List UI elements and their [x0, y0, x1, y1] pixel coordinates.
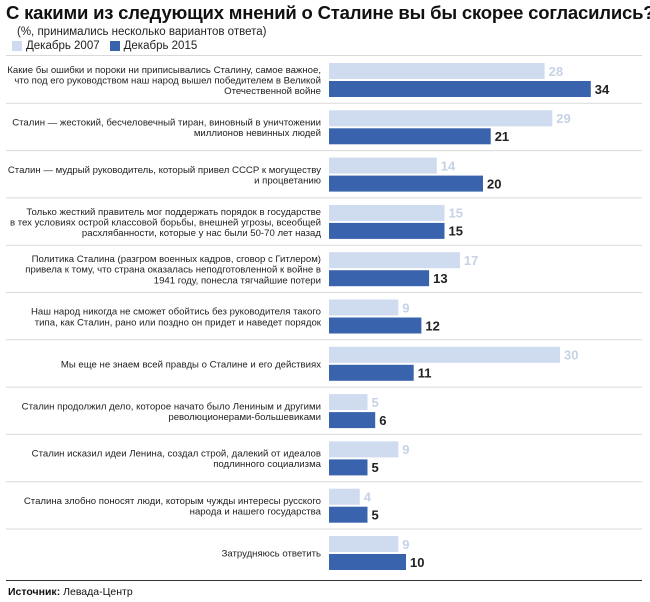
- value-label-2007: 30: [564, 348, 578, 363]
- category-label-line: Сталина злобно поносят люди, которым чуж…: [24, 496, 321, 507]
- category-label: Какие бы ошибки и пороки ни приписывалис…: [7, 65, 321, 97]
- bottom-divider: [6, 580, 642, 581]
- chart-title: С какими из следующих мнений о Сталине в…: [6, 2, 650, 23]
- category-label: Затрудняюсь ответить: [222, 549, 321, 560]
- category-label-line: Сталин — мудрый руководитель, который пр…: [8, 165, 321, 176]
- bar-2007: [329, 394, 368, 411]
- category-label: Сталин — жестокий, бесчеловечный тиран, …: [12, 118, 321, 140]
- value-label-2007: 5: [372, 395, 379, 410]
- value-label-2015: 5: [372, 508, 379, 523]
- category-label: Политика Сталина (разгром военных кадров…: [25, 254, 321, 286]
- category-label-line: привела к тому, что страна оказалась неп…: [25, 265, 321, 276]
- category-label: Сталин продолжил дело, которое начато бы…: [22, 401, 321, 423]
- value-label-2015: 34: [595, 82, 610, 97]
- value-label-2015: 6: [379, 413, 386, 428]
- legend-label-2007: Декабрь 2007: [26, 40, 100, 52]
- bar-2007: [329, 110, 553, 127]
- category-label-line: и процветанию: [254, 175, 321, 186]
- value-label-2015: 11: [418, 366, 432, 381]
- category-label-line: Затрудняюсь ответить: [222, 549, 321, 560]
- category-label: Сталин — мудрый руководитель, который пр…: [8, 165, 321, 187]
- bar-2007: [329, 157, 437, 174]
- bar-2015: [329, 81, 591, 97]
- bar-2007: [329, 63, 545, 79]
- legend-swatch-2015: [109, 41, 120, 51]
- category-label-line: Отечественной войне: [224, 86, 321, 97]
- category-label: Сталина злобно поносят люди, которым чуж…: [24, 496, 322, 518]
- category-label: Только жесткий правитель мог поддержать …: [10, 207, 321, 239]
- category-label-line: 1941 году, понесла тягчайшие потери: [154, 275, 321, 286]
- bar-2015: [329, 175, 483, 192]
- bar-2015: [329, 222, 445, 239]
- value-label-2007: 14: [441, 158, 456, 173]
- value-label-2007: 15: [449, 206, 463, 221]
- value-label-2007: 9: [402, 537, 409, 552]
- bar-2007: [329, 441, 399, 458]
- bar-2015: [329, 128, 491, 145]
- bar-2007: [329, 299, 399, 316]
- bar-2015: [329, 270, 430, 287]
- legend-swatch-2007: [12, 41, 22, 51]
- category-label-line: Какие бы ошибки и пороки ни приписывалис…: [7, 65, 321, 76]
- value-label-2007: 17: [464, 253, 478, 268]
- bar-2015: [329, 554, 406, 570]
- category-label-line: подлинного социализма: [213, 459, 321, 470]
- value-label-2007: 4: [364, 490, 372, 505]
- value-label-2007: 28: [549, 64, 563, 79]
- category-label: Наш народ никогда не сможет обойтись без…: [31, 307, 322, 329]
- category-label-line: Сталин — жестокий, бесчеловечный тиран, …: [12, 118, 321, 129]
- value-label-2007: 29: [556, 111, 570, 126]
- category-label-line: Сталин исказил идеи Ленина, создал строй…: [32, 449, 321, 460]
- bar-2015: [329, 317, 422, 334]
- category-label-line: Сталин продолжил дело, которое начато бы…: [22, 401, 321, 412]
- legend-item-2015: Декабрь 2015: [109, 40, 198, 52]
- legend-label-2015: Декабрь 2015: [123, 40, 198, 52]
- legend-item-2007: Декабрь 2007: [12, 40, 100, 52]
- category-label-line: что под его руководством наш народ вышел…: [14, 76, 321, 87]
- source-label: Источник:: [8, 586, 61, 598]
- bar-2015: [329, 364, 414, 381]
- category-label-line: революционерами-большевиками: [168, 412, 321, 423]
- value-label-2015: 13: [433, 271, 447, 286]
- value-label-2007: 9: [402, 300, 409, 315]
- bar-2007: [329, 536, 399, 552]
- source-value: Левада-Центр: [63, 586, 133, 598]
- category-label-line: Наш народ никогда не сможет обойтись без…: [31, 307, 321, 318]
- legend: Декабрь 2007 Декабрь 2015: [12, 40, 197, 52]
- value-label-2015: 10: [410, 555, 424, 570]
- bar-2015: [329, 412, 376, 429]
- category-label-line: народа и нашего государства: [190, 507, 322, 518]
- value-label-2007: 9: [402, 442, 409, 457]
- category-label-line: Политика Сталина (разгром военных кадров…: [32, 254, 321, 265]
- bar-2015: [329, 459, 368, 476]
- bar-2015: [329, 506, 368, 523]
- bar-2007: [329, 204, 445, 221]
- category-label-line: расхлябанности, которые у нас были 50-70…: [82, 228, 321, 239]
- chart-subtitle: (%, принимались несколько вариантов отве…: [17, 26, 267, 38]
- category-label-line: типа, как Сталин, рано или поздно он при…: [35, 317, 322, 328]
- bar-2007: [329, 252, 460, 269]
- top-divider: [6, 55, 642, 56]
- category-label-line: миллионов невинных людей: [194, 128, 321, 139]
- category-label-line: Мы еще не знаем всей правды о Сталине и …: [61, 359, 321, 370]
- value-label-2015: 12: [425, 318, 439, 333]
- bar-2007: [329, 488, 360, 505]
- value-label-2015: 15: [449, 224, 463, 239]
- value-label-2015: 20: [487, 176, 501, 191]
- value-label-2015: 5: [372, 460, 379, 475]
- category-label-line: в тех условиях острой классовой борьбы, …: [10, 217, 321, 228]
- category-label-line: Только жесткий правитель мог поддержать …: [26, 207, 321, 218]
- category-label: Сталин исказил идеи Ленина, создал строй…: [32, 449, 322, 471]
- category-label: Мы еще не знаем всей правды о Сталине и …: [61, 359, 321, 370]
- value-label-2015: 21: [495, 129, 509, 144]
- source-note: Источник: Левада-Центр: [8, 586, 133, 598]
- bar-2007: [329, 346, 560, 363]
